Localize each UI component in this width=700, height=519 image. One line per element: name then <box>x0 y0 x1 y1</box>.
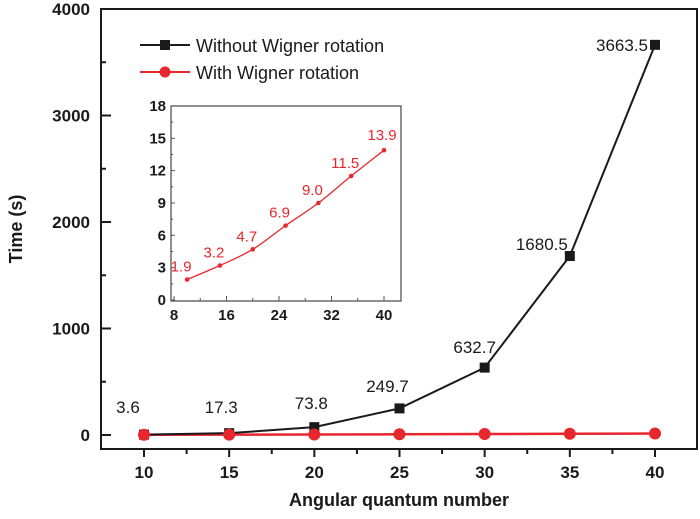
inset-x-tick-label: 8 <box>170 307 178 324</box>
y-tick-label: 4000 <box>52 0 90 19</box>
x-tick-label: 30 <box>475 463 494 482</box>
inset-data-labels: 1.9 3.2 4.7 6.9 9.0 11.5 13.9 <box>171 127 397 275</box>
data-label: 3663.5 <box>596 36 648 55</box>
inset-data-label: 6.9 <box>269 205 290 222</box>
x-axis-title: Angular quantum number <box>289 490 509 510</box>
circle-marker-icon <box>478 428 491 441</box>
data-label: 1680.5 <box>516 235 568 254</box>
inset-y-tick-label: 3 <box>158 260 166 277</box>
circle-marker-icon <box>159 66 171 78</box>
data-label: 632.7 <box>453 338 496 357</box>
dot-marker-icon <box>348 173 354 179</box>
circle-marker-icon <box>308 428 321 441</box>
inset-y-tick-label: 9 <box>158 195 166 212</box>
circle-marker-icon <box>138 428 150 441</box>
x-tick-label: 15 <box>220 463 239 482</box>
y-axis-title: Time (s) <box>6 195 26 264</box>
dot-marker-icon <box>250 247 256 252</box>
inset-frame <box>170 105 402 302</box>
inset-data-label: 3.2 <box>204 245 225 262</box>
inset-x-tick-label: 16 <box>218 307 235 324</box>
inset-x-tick-label: 24 <box>271 307 288 324</box>
inset-data-label: 11.5 <box>331 155 359 172</box>
square-marker-icon <box>564 251 575 262</box>
x-tick-label: 10 <box>135 463 154 482</box>
inset-y-tick-label: 12 <box>149 163 166 180</box>
dot-marker-icon <box>381 147 387 153</box>
x-tick-label: 35 <box>560 463 579 482</box>
data-label: 3.6 <box>116 398 140 417</box>
square-marker-icon <box>479 362 490 373</box>
inset-data-label: 9.0 <box>302 182 323 199</box>
inset-x-tick-label: 40 <box>376 307 393 324</box>
main-series <box>138 39 661 441</box>
inset-data-label: 13.9 <box>367 127 396 144</box>
inset-data-label: 1.9 <box>171 259 192 276</box>
circle-marker-icon <box>223 428 236 441</box>
dot-marker-icon <box>184 277 190 282</box>
inset-y-tick-label: 6 <box>158 227 166 244</box>
x-tick-label: 20 <box>305 463 324 482</box>
data-label: 249.7 <box>366 377 409 396</box>
inset-y-tick-label: 18 <box>149 98 166 115</box>
circle-marker-icon <box>393 428 406 441</box>
square-marker-icon <box>160 40 170 50</box>
y-tick-label: 0 <box>81 426 90 445</box>
y-tick-label: 2000 <box>52 213 90 232</box>
inset-x-tick-label: 32 <box>323 307 340 324</box>
circle-marker-icon <box>563 427 576 440</box>
inset-tick-labels: 8 16 24 32 40 0 3 6 9 12 15 18 <box>149 98 392 324</box>
x-tick-label: 25 <box>390 463 409 482</box>
y-tick-label: 1000 <box>52 320 90 339</box>
legend-item-without-wigner: Without Wigner rotation <box>140 36 384 56</box>
main-data-labels: 3.6 17.3 73.8 249.7 632.7 1680.5 3663.5 <box>116 36 648 417</box>
dot-marker-icon <box>283 223 288 228</box>
square-marker-icon <box>650 39 660 50</box>
legend-item-with-wigner: With Wigner rotation <box>140 63 359 83</box>
x-tick-label: 40 <box>646 463 665 482</box>
main-axis-ticks <box>101 8 656 457</box>
dot-marker-icon <box>316 200 321 206</box>
y-tick-label: 3000 <box>52 107 90 126</box>
legend-label: With Wigner rotation <box>196 63 359 83</box>
inset-y-tick-label: 0 <box>158 292 166 309</box>
circle-marker-icon <box>649 427 661 440</box>
inset-axis-ticks <box>171 105 385 301</box>
inset-data-label: 4.7 <box>236 228 257 245</box>
legend: Without Wigner rotation With Wigner rota… <box>140 36 384 83</box>
data-label: 73.8 <box>295 394 328 413</box>
legend-label: Without Wigner rotation <box>196 36 384 56</box>
inset-y-tick-label: 15 <box>149 130 166 147</box>
square-marker-icon <box>309 422 320 433</box>
inset-series <box>184 147 387 282</box>
square-marker-icon <box>394 403 405 414</box>
dot-marker-icon <box>217 263 223 268</box>
data-label: 17.3 <box>205 398 238 417</box>
